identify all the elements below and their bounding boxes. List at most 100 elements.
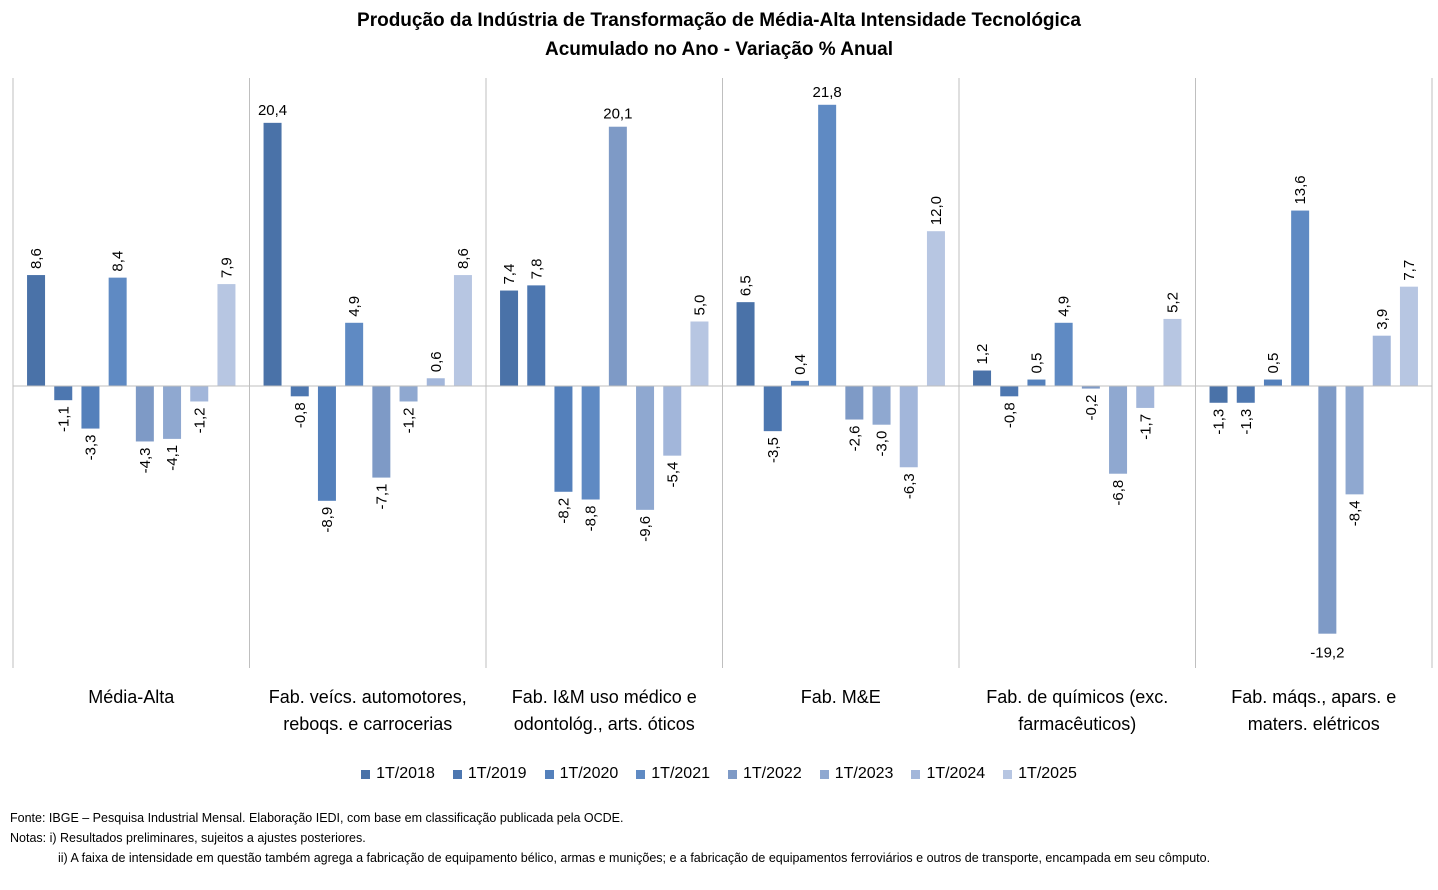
bar <box>108 277 127 386</box>
data-label: 5,0 <box>691 295 708 316</box>
bar <box>426 378 445 386</box>
bar <box>263 122 282 386</box>
data-label: -5,4 <box>664 462 681 488</box>
data-label: -19,2 <box>1310 645 1344 662</box>
bar <box>1345 386 1364 495</box>
legend-label: 1T/2025 <box>1018 765 1077 782</box>
bar <box>453 275 472 386</box>
data-label: -1,1 <box>55 406 72 432</box>
bar-chart: 8,6 -1,1 -3,3 8,4 -4,3 -4,1 -1,2 7,9 Média-Alta 2… <box>12 78 1433 734</box>
data-label: -1,7 <box>1137 414 1154 440</box>
bar <box>1399 286 1418 386</box>
legend-label: 1T/2020 <box>559 765 619 782</box>
legend-item: 1T/2024 <box>911 765 985 783</box>
bar <box>1054 322 1073 386</box>
legend-item: 1T/2018 <box>361 765 435 783</box>
bar <box>1027 379 1046 386</box>
category-label: Fab. I&M uso médico e <box>512 687 697 707</box>
bar <box>1209 386 1228 403</box>
data-label: 20,4 <box>258 102 287 119</box>
data-label: 0,6 <box>428 351 445 372</box>
legend-item: 1T/2025 <box>1003 765 1077 783</box>
bar <box>500 290 519 386</box>
bar <box>290 386 309 397</box>
bar <box>790 380 809 386</box>
legend-label: 1T/2022 <box>743 765 802 782</box>
bar <box>763 386 782 432</box>
category-label: Fab. de químicos (exc. <box>986 687 1168 707</box>
category-label: Fab. veícs. automotores, <box>269 687 467 707</box>
bar <box>818 104 837 386</box>
legend-label: 1T/2023 <box>834 765 894 782</box>
data-label: -3,5 <box>765 437 782 463</box>
bar <box>899 386 918 468</box>
data-label: -8,9 <box>319 507 336 533</box>
legend-item: 1T/2019 <box>452 765 527 783</box>
data-label: -1,3 <box>1238 409 1255 435</box>
bar <box>926 231 945 386</box>
data-label: 20,1 <box>603 106 632 123</box>
data-label: -3,0 <box>874 431 891 457</box>
legend-swatch <box>728 769 737 779</box>
legend-label: 1T/2021 <box>651 765 710 782</box>
legend-swatch <box>361 769 371 779</box>
bar <box>1236 386 1255 403</box>
bar <box>163 386 182 439</box>
data-label: -8,4 <box>1347 500 1364 526</box>
bar <box>736 302 755 386</box>
data-label: 6,5 <box>738 275 755 296</box>
data-label: 7,9 <box>218 257 235 278</box>
data-label: 3,9 <box>1374 309 1391 330</box>
bar <box>845 386 864 420</box>
data-label: -7,1 <box>373 484 390 510</box>
legend-swatch <box>911 769 921 779</box>
bar <box>372 386 391 478</box>
category-label: reboqs. e carrocerias <box>283 714 452 734</box>
legend-swatch <box>819 769 829 779</box>
data-label: 4,9 <box>1056 296 1073 317</box>
bar <box>554 386 573 492</box>
category-label: maters. elétricos <box>1248 714 1380 734</box>
data-label: -0,8 <box>292 402 309 428</box>
legend-label: 1T/2019 <box>467 765 527 782</box>
bar <box>317 386 336 501</box>
category-label: farmacêuticos) <box>1018 714 1136 734</box>
data-label: 12,0 <box>928 196 945 225</box>
data-label: -8,2 <box>555 498 572 524</box>
bar <box>1372 335 1391 386</box>
bar <box>217 284 236 386</box>
legend-item: 1T/2022 <box>728 765 802 783</box>
source-note: Fonte: IBGE – Pesquisa Industrial Mensal… <box>10 811 624 825</box>
bar <box>1109 386 1128 474</box>
data-label: -0,2 <box>1083 395 1100 421</box>
bar <box>608 126 627 387</box>
data-label: -3,3 <box>82 435 99 461</box>
bar <box>973 370 992 386</box>
legend-label: 1T/2018 <box>376 765 435 782</box>
data-label: 21,8 <box>813 84 842 101</box>
legend-label: 1T/2024 <box>926 765 986 782</box>
data-label: -0,8 <box>1001 402 1018 428</box>
bar <box>636 386 655 510</box>
data-label: 5,2 <box>1164 292 1181 313</box>
data-label: -1,2 <box>191 407 208 433</box>
bar <box>690 321 709 386</box>
data-label: -6,3 <box>901 473 918 499</box>
bar <box>27 275 46 386</box>
note-1: Notas: i) Resultados preliminares, sujei… <box>10 831 366 845</box>
data-label: -9,6 <box>637 516 654 542</box>
data-label: -6,8 <box>1110 480 1127 506</box>
bar <box>527 285 546 386</box>
data-label: 4,9 <box>346 296 363 317</box>
bar <box>1000 386 1019 397</box>
category-label: Fab. máqs., apars. e <box>1231 687 1396 707</box>
bar <box>1291 210 1310 386</box>
data-label: -1,2 <box>401 407 418 433</box>
bar <box>81 386 100 429</box>
bar <box>1318 386 1337 634</box>
data-label: 7,4 <box>501 264 518 285</box>
legend-swatch <box>452 769 462 779</box>
legend-item: 1T/2020 <box>544 765 619 783</box>
category-label: Fab. M&E <box>801 687 881 707</box>
data-label: 0,5 <box>1028 353 1045 374</box>
